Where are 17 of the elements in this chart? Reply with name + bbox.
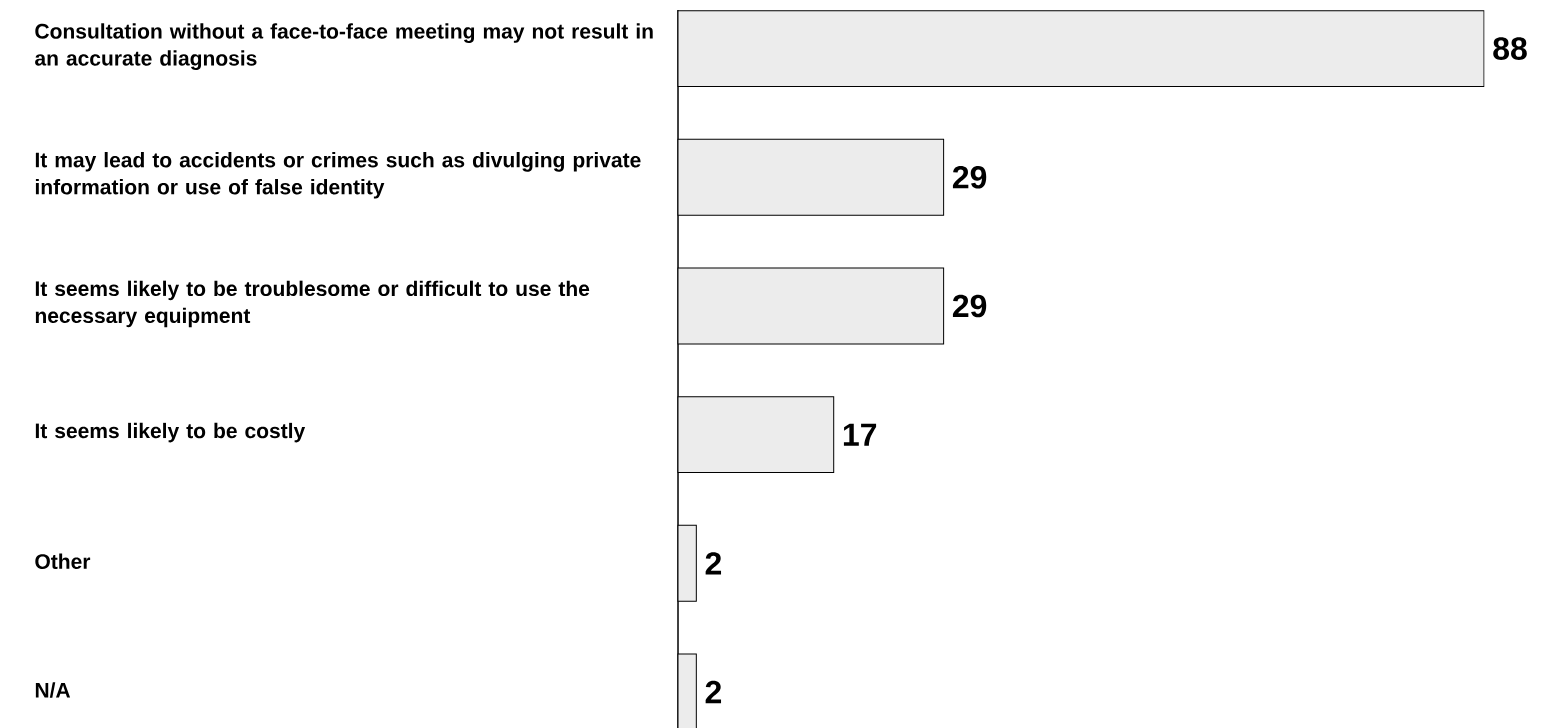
y-tick-label: Other (35, 553, 91, 570)
data-label: 29 (952, 294, 987, 318)
bar (677, 524, 697, 602)
data-label: 2 (705, 552, 722, 575)
y-tick-label: N/A (35, 682, 71, 698)
y-tick-label: Consultation without a face-to-face meeting may not result in an accurate diagnosis (35, 23, 653, 70)
data-label: 17 (843, 423, 877, 446)
y-tick-label: It may lead to accidents or crimes such as divulging private information or use of false identity (35, 151, 641, 199)
bar (678, 10, 1485, 87)
bar (677, 396, 835, 474)
bar (677, 267, 945, 345)
y-tick-label: It seems likely to be troublesome or difficult to use the necessary equipment (35, 280, 590, 328)
data-label: 2 (705, 680, 722, 704)
data-label: 29 (952, 165, 987, 189)
data-label: 88 (1493, 37, 1527, 60)
y-tick-label: It seems likely to be costly (35, 422, 306, 443)
bar (677, 138, 945, 216)
